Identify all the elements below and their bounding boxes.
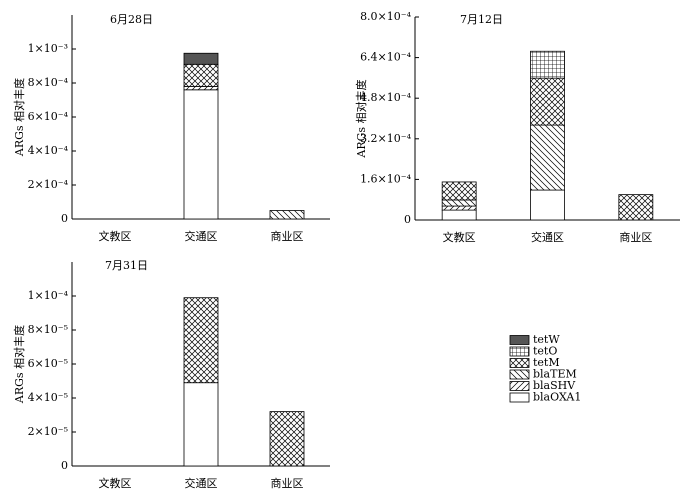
y-tick-label: 4.8×10⁻⁴ — [360, 91, 412, 104]
y-tick-label: 1.6×10⁻⁴ — [360, 172, 412, 185]
bar-segment — [183, 86, 219, 91]
y-tick-label: 1×10⁻³ — [28, 42, 68, 55]
y-tick-label: 0 — [61, 212, 68, 225]
bar-segment — [530, 189, 565, 221]
x-tick-label: 交通区 — [185, 476, 218, 490]
bar-segment — [183, 89, 219, 220]
chart-title: 7月12日 — [460, 13, 503, 26]
bar-segment — [183, 52, 219, 65]
y-tick-label: 8.0×10⁻⁴ — [360, 10, 412, 23]
legend-label: blaTEM — [533, 368, 577, 381]
y-tick-label: 0 — [404, 213, 411, 226]
legend-swatch — [509, 358, 530, 368]
x-tick-label: 商业区 — [271, 229, 304, 243]
y-tick-label: 6×10⁻⁴ — [28, 110, 69, 123]
legend-swatch — [509, 392, 530, 403]
bar-segment — [441, 205, 477, 211]
y-tick-label: 4×10⁻⁴ — [28, 144, 69, 157]
y-tick-label: 8×10⁻⁵ — [28, 323, 68, 336]
bar-segment — [530, 50, 565, 79]
y-tick-label: 4×10⁻⁵ — [28, 391, 68, 404]
y-tick-label: 0 — [61, 459, 68, 472]
bar-segment — [530, 77, 565, 126]
chart-title: 7月31日 — [105, 259, 148, 272]
x-tick-label: 文教区 — [99, 229, 132, 243]
bar-segment — [441, 209, 477, 221]
legend-label: tetO — [533, 345, 557, 358]
x-tick-label: 商业区 — [619, 230, 652, 244]
chart-title: 6月28日 — [110, 13, 153, 26]
x-tick-label: 交通区 — [185, 229, 218, 243]
x-tick-label: 文教区 — [99, 476, 132, 490]
x-tick-label: 文教区 — [443, 230, 476, 244]
bar-segment — [269, 411, 305, 467]
y-axis-title: ARGs 相对丰度 — [12, 78, 26, 157]
bar-segment — [183, 63, 219, 87]
bar-segment — [183, 297, 219, 384]
bar-segment — [441, 199, 477, 207]
legend-label: blaOXA1 — [533, 391, 581, 404]
legend-label: blaSHV — [533, 379, 576, 392]
bar-segment — [530, 124, 565, 191]
legend-label: tetW — [533, 333, 560, 346]
y-tick-label: 2×10⁻⁵ — [28, 425, 68, 438]
y-tick-label: 3.2×10⁻⁴ — [360, 132, 412, 145]
legend-label: tetM — [533, 356, 560, 369]
x-tick-label: 交通区 — [531, 230, 564, 244]
y-axis-title: ARGs 相对丰度 — [12, 325, 26, 404]
bar-segment — [183, 382, 219, 467]
bar-segment — [441, 181, 477, 201]
x-tick-label: 商业区 — [271, 476, 304, 490]
bar-segment — [269, 210, 305, 220]
y-tick-label: 6×10⁻⁵ — [28, 357, 68, 370]
y-axis-title: ARGs 相对丰度 — [354, 79, 368, 158]
bar-segment — [618, 194, 654, 221]
legend-swatch — [509, 369, 530, 380]
legend-swatch — [509, 346, 530, 357]
legend-swatch — [509, 335, 530, 345]
y-tick-label: 8×10⁻⁴ — [28, 76, 69, 89]
y-tick-label: 2×10⁻⁴ — [28, 178, 69, 191]
y-tick-label: 6.4×10⁻⁴ — [360, 51, 412, 64]
legend-swatch — [509, 381, 530, 391]
y-tick-label: 1×10⁻⁴ — [28, 289, 69, 302]
